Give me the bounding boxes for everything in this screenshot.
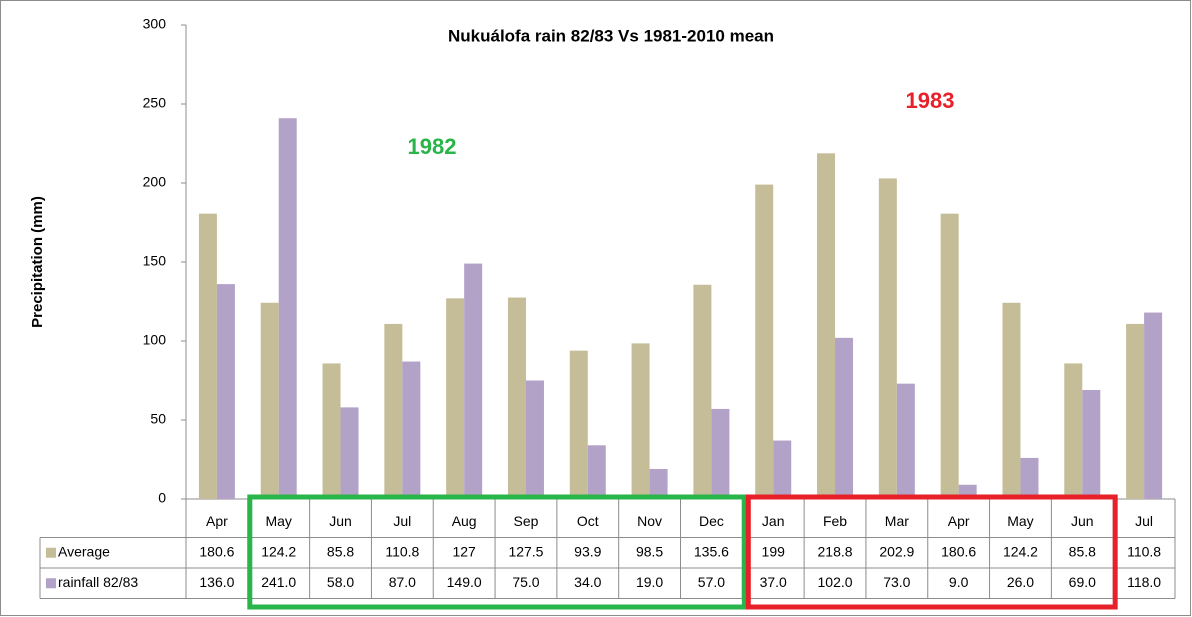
bar [507, 297, 526, 499]
table-value: 26.0 [1007, 574, 1034, 590]
bar [340, 407, 359, 499]
highlight-box [745, 494, 1118, 610]
x-tick-label: Jul [1135, 513, 1153, 529]
table-value: 110.8 [1127, 543, 1161, 559]
legend-label: rainfall 82/83 [58, 574, 138, 590]
bar [1002, 302, 1021, 499]
y-tick-label: 300 [143, 16, 167, 32]
bar [446, 298, 465, 499]
bar [693, 284, 712, 499]
table-value: 57.0 [698, 574, 725, 590]
bar [402, 361, 421, 499]
annotation: 1982 [408, 134, 457, 159]
bar [835, 337, 854, 499]
y-tick-label: 50 [150, 411, 166, 427]
bar [1082, 389, 1101, 499]
bar [878, 178, 897, 499]
table-value: 218.8 [818, 543, 853, 559]
x-tick-label: Apr [948, 513, 970, 529]
x-tick-label: May [265, 513, 291, 529]
table-value: 127.5 [508, 543, 543, 559]
x-tick-label: Jun [1071, 513, 1094, 529]
table-value: 102.0 [818, 574, 853, 590]
table-value: 93.9 [574, 543, 601, 559]
table-value: 199 [762, 543, 786, 559]
table-value: 124.2 [1003, 543, 1038, 559]
table-value: 149.0 [447, 574, 482, 590]
table-value: 34.0 [574, 574, 601, 590]
bar [384, 323, 403, 499]
highlight-box [247, 494, 747, 610]
table-value: 19.0 [636, 574, 663, 590]
legend-label: Average [58, 543, 110, 559]
table-value: 75.0 [512, 574, 539, 590]
bar [569, 350, 588, 499]
bar [711, 408, 730, 499]
bar [525, 380, 544, 499]
bar [1126, 323, 1145, 499]
bar [1020, 457, 1039, 499]
bar [464, 263, 483, 499]
bar [896, 383, 915, 499]
table-value: 110.8 [385, 543, 419, 559]
bar [278, 118, 297, 499]
bar [631, 343, 650, 499]
x-tick-label: Dec [699, 513, 724, 529]
x-tick-label: Aug [452, 513, 477, 529]
table-value: 98.5 [636, 543, 663, 559]
chart-title: Nukuálofa rain 82/83 Vs 1981-2010 mean [448, 26, 774, 45]
table-value: 118.0 [1127, 574, 1161, 590]
table-value: 180.6 [941, 543, 976, 559]
bar [755, 184, 774, 499]
x-tick-label: Jan [762, 513, 785, 529]
y-tick-label: 200 [143, 174, 167, 190]
x-tick-label: May [1007, 513, 1033, 529]
y-axis-label: Precipitation (mm) [29, 196, 46, 328]
x-tick-label: Apr [206, 513, 228, 529]
table-value: 85.8 [327, 543, 354, 559]
legend-key [46, 547, 56, 558]
table-value: 127 [452, 543, 476, 559]
y-tick-label: 0 [158, 490, 166, 506]
table-value: 202.9 [879, 543, 914, 559]
x-tick-label: Nov [637, 513, 662, 529]
table-value: 37.0 [760, 574, 787, 590]
x-tick-label: Feb [823, 513, 847, 529]
x-tick-label: Oct [577, 513, 599, 529]
table-value: 73.0 [883, 574, 910, 590]
bar [322, 363, 341, 499]
table-value: 58.0 [327, 574, 354, 590]
table-value: 135.6 [694, 543, 729, 559]
bar [1144, 312, 1163, 499]
table-value: 9.0 [949, 574, 969, 590]
table-value: 85.8 [1069, 543, 1096, 559]
table-value: 124.2 [261, 543, 296, 559]
bar [1064, 363, 1083, 499]
legend-key [46, 578, 56, 589]
x-tick-label: Mar [885, 513, 909, 529]
bar [817, 153, 836, 499]
bar [260, 302, 279, 499]
x-tick-label: Jun [329, 513, 352, 529]
bar [216, 284, 235, 499]
y-tick-label: 150 [143, 253, 167, 269]
table-value: 180.6 [199, 543, 234, 559]
bar [773, 440, 792, 499]
table-value: 241.0 [261, 574, 296, 590]
bar [649, 468, 668, 499]
table-value: 87.0 [389, 574, 416, 590]
table-value: 136.0 [199, 574, 234, 590]
bar [198, 213, 217, 500]
bar [940, 213, 959, 500]
annotation: 1983 [906, 88, 955, 113]
y-tick-label: 100 [143, 332, 167, 348]
y-tick-label: 250 [143, 95, 167, 111]
bar [587, 445, 606, 499]
table-value: 69.0 [1069, 574, 1096, 590]
x-tick-label: Jul [393, 513, 411, 529]
x-tick-label: Sep [514, 513, 539, 529]
